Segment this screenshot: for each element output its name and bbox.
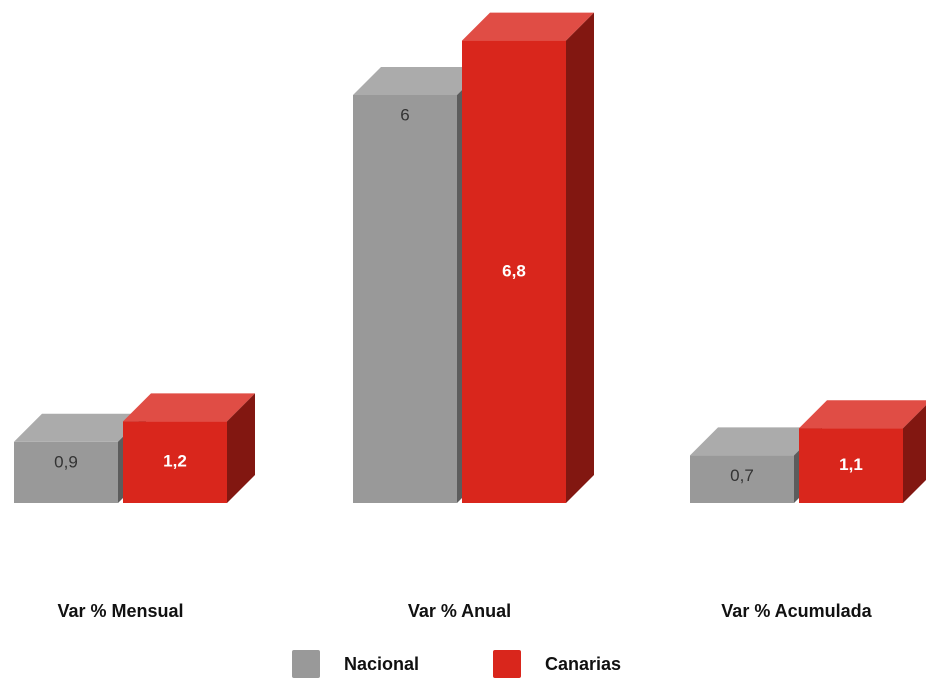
- bar-top: [690, 427, 822, 456]
- bar-top: [123, 393, 255, 422]
- value-label: 1,2: [163, 452, 187, 471]
- bar: [123, 421, 227, 503]
- legend-swatch: [493, 650, 521, 678]
- value-label: 0,7: [730, 466, 754, 485]
- value-label: 1,1: [839, 455, 863, 474]
- value-label: 0,9: [54, 452, 78, 471]
- bar: [462, 40, 566, 503]
- bar: [799, 428, 903, 503]
- bar-side: [903, 405, 926, 503]
- bar: [690, 455, 794, 503]
- bar-top: [14, 413, 146, 442]
- value-label: 6,8: [502, 261, 526, 280]
- bar: [353, 95, 457, 503]
- bar-side: [566, 12, 594, 503]
- bar: [14, 441, 118, 503]
- bar-side: [227, 393, 255, 503]
- bar-top: [799, 400, 926, 429]
- legend-swatch: [292, 650, 320, 678]
- value-label: 6: [400, 105, 409, 124]
- legend-label: Nacional: [344, 654, 419, 674]
- x-tick-label: Var % Anual: [408, 601, 511, 621]
- bar-top: [353, 67, 485, 95]
- bar-top: [462, 12, 594, 41]
- legend-label: Canarias: [545, 654, 621, 674]
- x-tick-label: Var % Acumulada: [721, 601, 872, 621]
- x-tick-label: Var % Mensual: [57, 601, 183, 621]
